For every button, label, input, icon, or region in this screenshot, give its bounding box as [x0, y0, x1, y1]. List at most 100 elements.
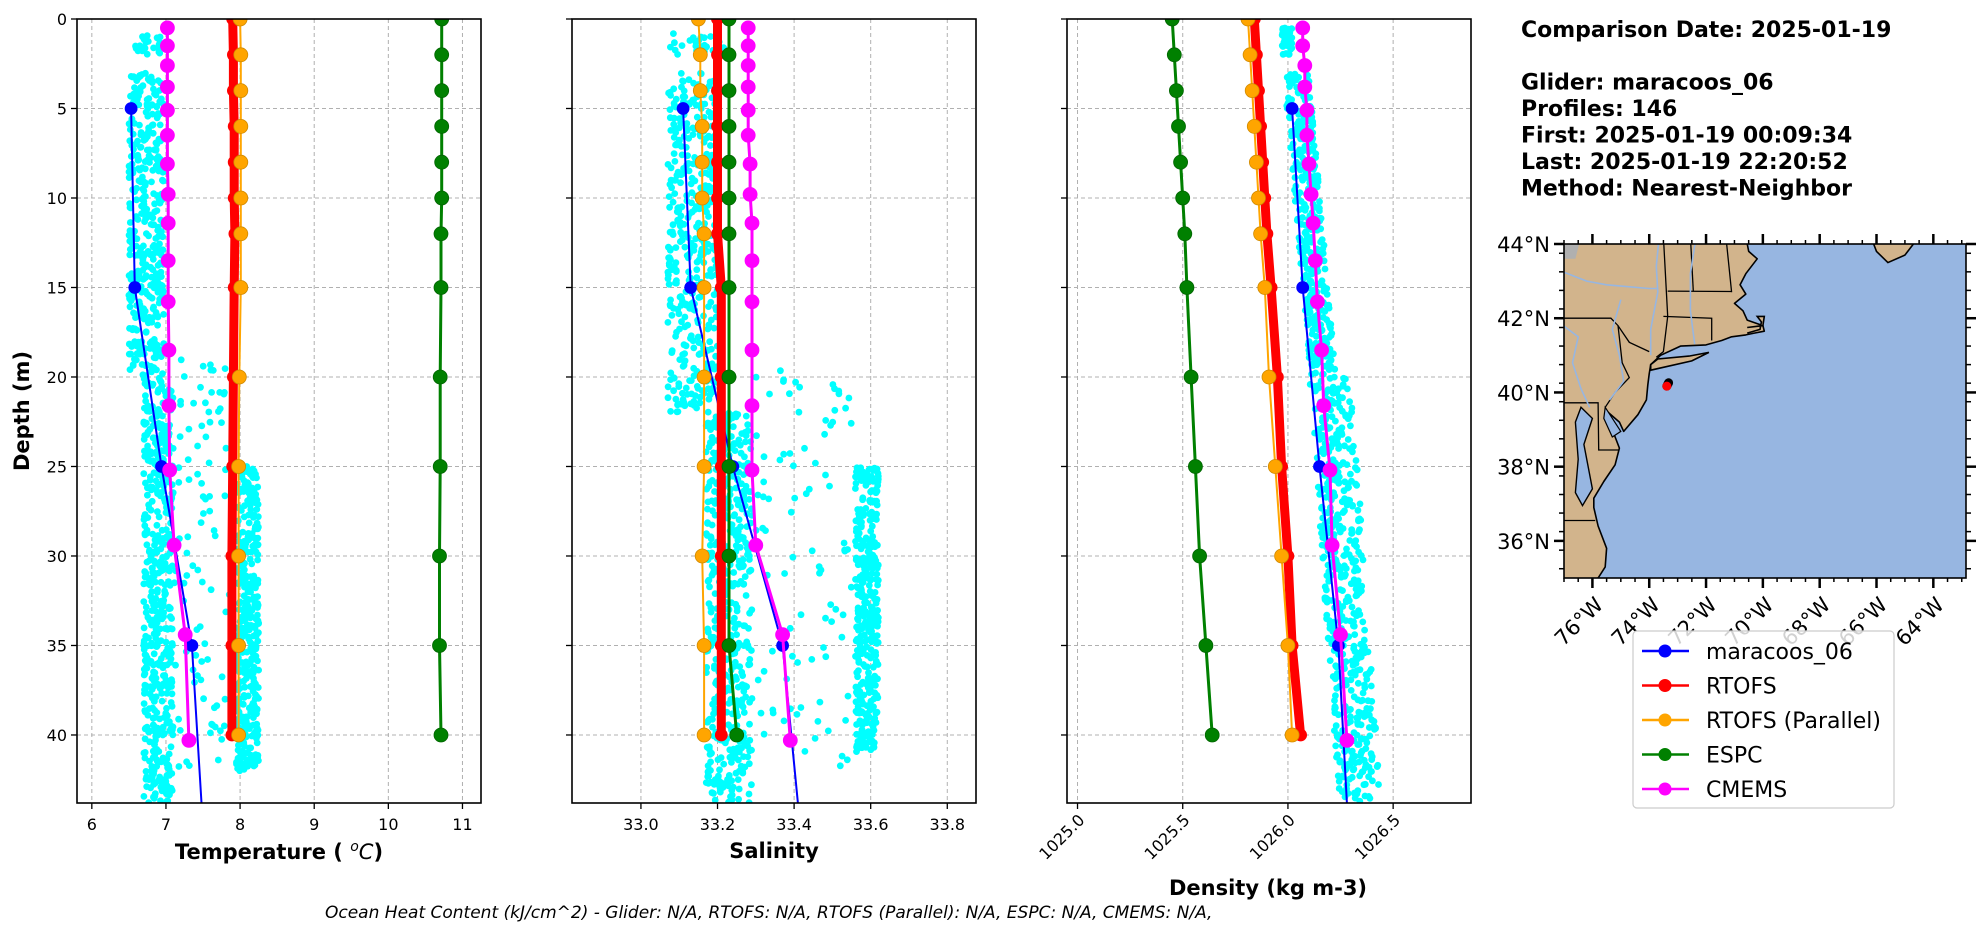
- series-marker-espc: [434, 154, 450, 170]
- glider-scatter-point: [202, 399, 209, 407]
- glider-scatter-point: [168, 625, 176, 633]
- glider-scatter-point: [739, 703, 747, 711]
- series-marker-cmems: [160, 294, 176, 310]
- glider-scatter-point: [707, 142, 714, 149]
- glider-scatter-point: [154, 508, 161, 516]
- glider-scatter-point: [127, 297, 135, 305]
- series-marker-cmems: [1322, 462, 1338, 478]
- series-marker-cmems: [744, 342, 760, 358]
- glider-scatter-point: [744, 421, 752, 429]
- series-marker-cmems: [740, 127, 756, 143]
- glider-scatter-point: [149, 121, 157, 129]
- glider-scatter-point: [168, 683, 175, 690]
- glider-scatter-point: [154, 728, 162, 736]
- glider-scatter-point: [869, 537, 876, 545]
- glider-scatter-point: [148, 597, 156, 605]
- cape-cod: [1746, 315, 1766, 334]
- glider-scatter-point: [145, 232, 153, 240]
- glider-scatter-point: [863, 599, 871, 607]
- glider-scatter-point: [235, 754, 243, 762]
- glider-scatter-point: [142, 69, 149, 77]
- glider-scatter-point: [1352, 660, 1360, 667]
- series-marker-espc: [434, 119, 450, 134]
- glider-scatter-point: [235, 741, 242, 749]
- series-marker-rtofs-parallel-: [231, 638, 247, 653]
- glider-scatter-point: [151, 200, 159, 208]
- glider-scatter-point: [165, 653, 173, 660]
- glider-scatter-point: [141, 218, 149, 226]
- glider-scatter-point: [787, 508, 795, 516]
- glider-scatter-point: [866, 706, 874, 714]
- glider-scatter-point: [792, 378, 799, 386]
- glider-scatter-point: [153, 521, 161, 529]
- salinity-panel: 33.0 33.2 33.4 33.6 33.8: [566, 18, 977, 834]
- glider-scatter-point: [711, 796, 719, 803]
- glider-scatter-point: [167, 743, 175, 751]
- glider-scatter-point: [870, 742, 877, 750]
- series-marker-espc: [433, 226, 449, 242]
- glider-scatter-point: [1342, 658, 1350, 665]
- glider-scatter-point: [780, 376, 787, 384]
- series-marker-cmems: [1307, 253, 1323, 269]
- glider-scatter-point: [808, 547, 816, 555]
- glider-scatter-point: [1325, 359, 1333, 367]
- x-tick-label: 11: [452, 815, 472, 834]
- series-marker-cmems: [159, 79, 175, 95]
- glider-scatter-point: [708, 497, 716, 505]
- glider-scatter-point: [745, 661, 753, 668]
- glider-scatter-point: [1357, 640, 1365, 648]
- close-paren: ): [373, 840, 383, 864]
- glider-scatter-point: [678, 318, 685, 326]
- glider-scatter-point: [695, 256, 703, 264]
- legend-label: RTOFS (Parallel): [1706, 709, 1881, 734]
- glider-scatter-point: [149, 770, 156, 778]
- glider-scatter-point: [760, 478, 768, 486]
- glider-scatter-point: [853, 542, 860, 550]
- glider-scatter-point: [132, 42, 139, 50]
- glider-scatter-point: [742, 693, 750, 701]
- glider-scatter-point: [157, 558, 165, 565]
- glider-scatter-point: [151, 669, 159, 677]
- glider-scatter-point: [691, 177, 699, 185]
- glider-scatter-point: [740, 687, 748, 695]
- glider-scatter-point: [154, 471, 162, 479]
- series-marker-espc: [432, 638, 447, 653]
- glider-scatter-point: [852, 479, 860, 487]
- glider-scatter-point: [1349, 448, 1356, 456]
- series-marker-cmems: [159, 20, 175, 36]
- glider-scatter-point: [1368, 768, 1375, 775]
- glider-scatter-point: [1327, 324, 1334, 332]
- glider-scatter-point: [1307, 277, 1315, 285]
- glider-scatter-point: [148, 564, 156, 572]
- glider-scatter-point: [1312, 369, 1319, 377]
- legend-label: CMEMS: [1706, 778, 1787, 803]
- temperature-x-label-text: Temperature (: [175, 840, 343, 864]
- glider-scatter-point: [731, 663, 738, 670]
- glider-scatter-point: [859, 494, 867, 502]
- glider-scatter-point: [855, 529, 863, 537]
- glider-scatter-point: [175, 763, 183, 770]
- glider-scatter-point: [863, 719, 871, 727]
- glider-scatter-point: [668, 349, 676, 356]
- glider-scatter-point: [1293, 158, 1300, 166]
- series-marker-espc: [432, 548, 447, 564]
- info-line: First: 2025-01-19 00:09:34: [1521, 124, 1852, 149]
- glider-scatter-point: [741, 622, 749, 630]
- series-marker-cmems: [748, 537, 764, 553]
- glider-scatter-point: [209, 367, 217, 374]
- glider-scatter-point: [693, 113, 701, 121]
- glider-scatter-point: [853, 555, 861, 562]
- glider-scatter-point: [208, 389, 216, 396]
- legend-label: RTOFS: [1706, 675, 1777, 700]
- glider-scatter-point: [1301, 260, 1309, 268]
- location-map: 44°N42°N40°N38°N36°N76°W74°W72°W70°W68°W…: [1497, 233, 1976, 651]
- glider-scatter-point: [154, 641, 161, 649]
- glider-scatter-point: [872, 638, 880, 646]
- glider-scatter-point: [1319, 250, 1327, 257]
- series-marker-rtofs-parallel-: [694, 119, 710, 134]
- series-marker-espc: [721, 638, 737, 653]
- glider-scatter-point: [1316, 198, 1323, 206]
- glider-scatter-point: [197, 676, 205, 684]
- glider-scatter-point: [1361, 792, 1369, 800]
- glider-scatter-point: [871, 589, 879, 596]
